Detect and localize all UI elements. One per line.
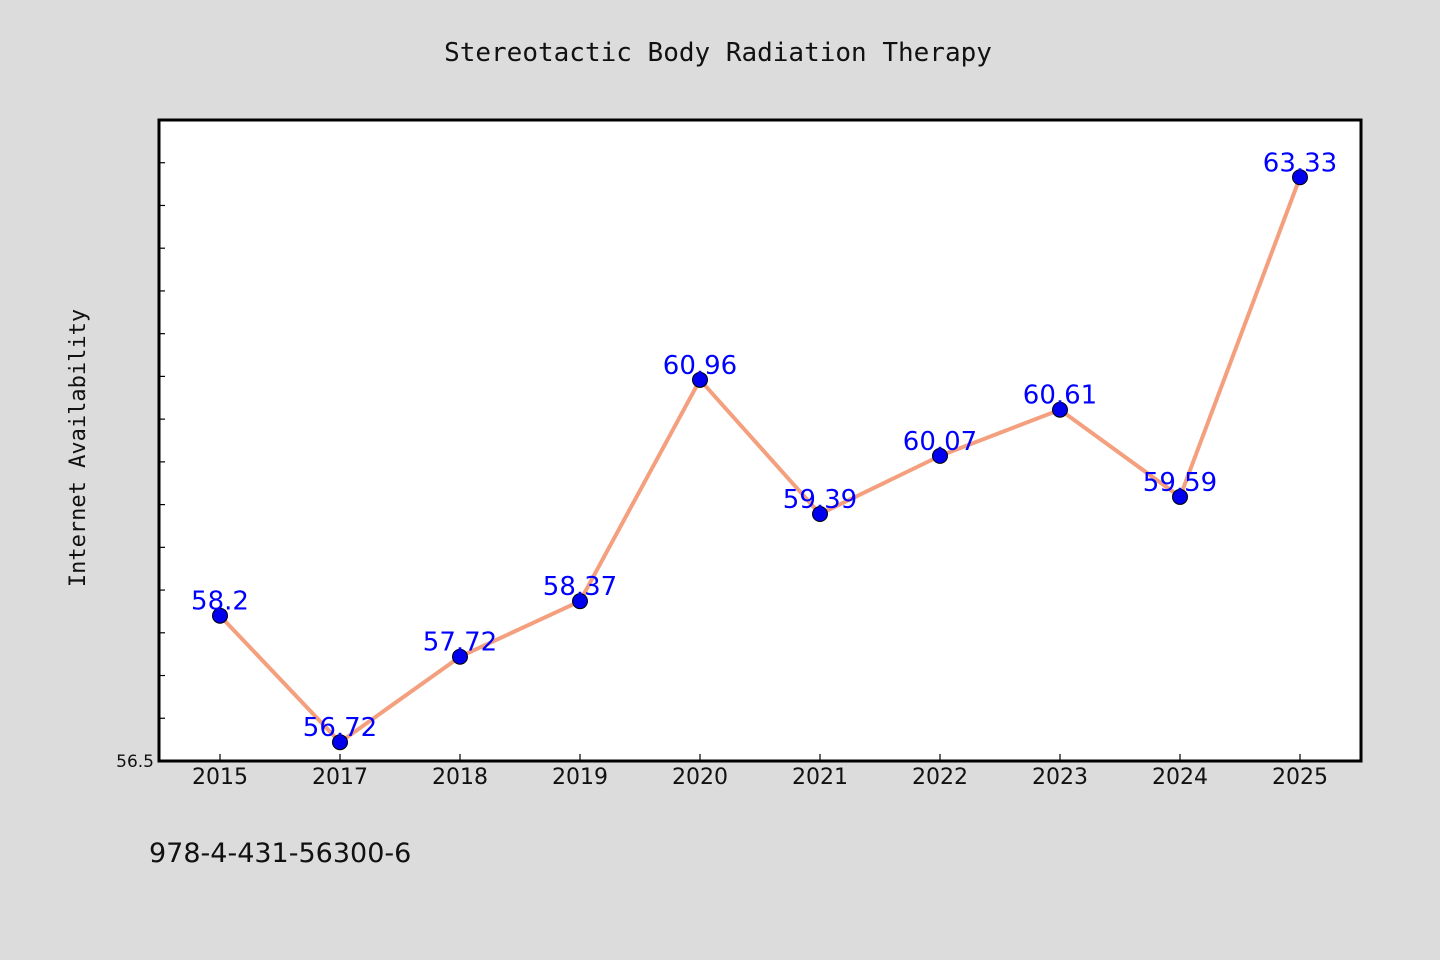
x-tick-label: 2018 — [432, 765, 488, 790]
plot-area — [157, 118, 1363, 763]
y-axis-ticks — [159, 162, 165, 762]
chart-title: Stereotactic Body Radiation Therapy — [444, 38, 992, 68]
data-point — [692, 371, 708, 388]
footer-code: 978-4-431-56300-6 — [149, 838, 411, 869]
data-labels: 58.2 56.72 57.72 58.37 60.96 59.39 60.07 60.61 5… — [191, 148, 1337, 743]
data-label: 60.07 — [903, 427, 977, 457]
series-line-segment — [1178, 175, 1302, 499]
x-axis-ticks — [219, 754, 1301, 761]
series-markers — [212, 169, 1308, 751]
x-tick-label: 2017 — [312, 765, 368, 790]
series-line-segment — [338, 654, 462, 745]
data-point — [452, 648, 468, 665]
series-lines — [218, 175, 1302, 745]
data-label: 60.96 — [663, 351, 737, 381]
x-tick-label: 2015 — [192, 765, 248, 790]
data-label: 58.37 — [543, 572, 617, 602]
data-label: 57.72 — [423, 628, 497, 658]
data-point — [932, 447, 948, 464]
series-line-segment — [1058, 407, 1182, 499]
x-tick-label: 2025 — [1272, 765, 1328, 790]
y-axis-tick-labels: 56.5 — [116, 752, 154, 772]
data-point — [332, 734, 348, 751]
data-label: 59.59 — [1143, 468, 1217, 498]
y-axis-label: Internet Availability — [66, 309, 91, 587]
series-line-segment — [818, 453, 942, 517]
x-tick-label: 2023 — [1032, 765, 1088, 790]
series-line-segment — [218, 613, 342, 745]
data-point — [812, 506, 828, 523]
data-label: 56.72 — [303, 713, 377, 743]
data-point — [212, 607, 228, 624]
x-tick-label: 2020 — [672, 765, 728, 790]
series-line-segment — [578, 377, 702, 604]
data-point — [572, 593, 588, 610]
data-label: 60.61 — [1023, 381, 1097, 411]
x-tick-label: 2021 — [792, 765, 848, 790]
data-label: 58.2 — [191, 587, 249, 617]
x-tick-label: 2024 — [1152, 765, 1208, 790]
data-point — [1052, 401, 1068, 418]
series-line-segment — [698, 377, 822, 517]
data-point — [1292, 169, 1308, 186]
data-label: 63.33 — [1263, 148, 1337, 178]
data-label: 59.39 — [783, 485, 857, 515]
data-point — [1172, 488, 1188, 505]
series-line-segment — [938, 407, 1062, 458]
x-axis-tick-labels: 2015 2017 2018 2019 2020 2021 2022 2023 2024 2025 — [192, 765, 1328, 790]
x-tick-label: 2022 — [912, 765, 968, 790]
y-tick-label: 56.5 — [116, 752, 154, 772]
x-tick-label: 2019 — [552, 765, 608, 790]
series-line-segment — [458, 599, 582, 659]
